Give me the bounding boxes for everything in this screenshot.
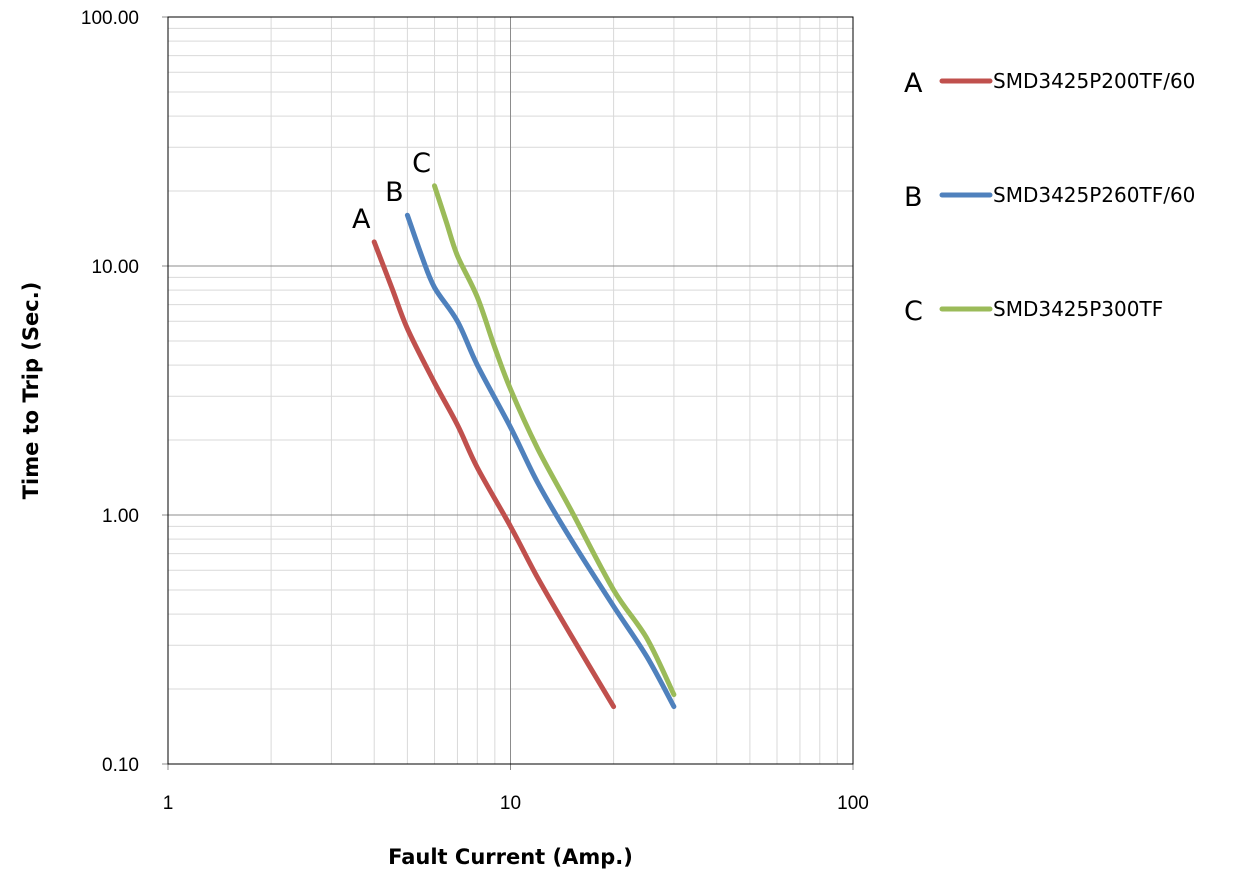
x-axis-title: Fault Current (Amp.) (388, 845, 633, 869)
legend-entry-b: B SMD3425P260TF/60 (904, 182, 1195, 213)
legend-entry-c: C SMD3425P300TF (904, 296, 1163, 327)
curve-label-b: B (385, 177, 404, 208)
legend-entry-a: A SMD3425P200TF/60 (904, 68, 1195, 99)
curve-label-c: C (412, 148, 431, 179)
series-line-c (432, 183, 677, 698)
legend: A SMD3425P200TF/60 B SMD3425P260TF/60 C SMD34… (904, 68, 1195, 327)
y-tick-label: 100.00 (81, 8, 139, 29)
y-tick-label: 1.00 (102, 506, 139, 527)
series-line-a (371, 239, 617, 710)
x-tick-label: 100 (837, 793, 869, 814)
legend-label: SMD3425P200TF/60 (993, 69, 1195, 93)
grid (162, 16, 854, 770)
legend-letter: C (904, 296, 923, 327)
series-line-b (404, 212, 677, 710)
plot-area (167, 16, 854, 765)
legend-label: SMD3425P300TF (993, 297, 1163, 321)
legend-label: SMD3425P260TF/60 (993, 183, 1195, 207)
y-tick-label: 10.00 (91, 257, 139, 278)
x-tick-label: 10 (500, 793, 521, 814)
tick-labels: 1 10 100 0.10 1.00 10.00 100.00 (81, 8, 869, 814)
legend-letter: B (904, 182, 923, 213)
series-group (371, 183, 677, 710)
curve-labels: ABC (352, 148, 431, 235)
legend-letter: A (904, 68, 923, 99)
y-tick-label: 0.10 (102, 755, 139, 776)
curve-label-a: A (352, 204, 371, 235)
y-axis-title: Time to Trip (Sec.) (19, 282, 43, 500)
x-tick-label: 1 (163, 793, 174, 814)
